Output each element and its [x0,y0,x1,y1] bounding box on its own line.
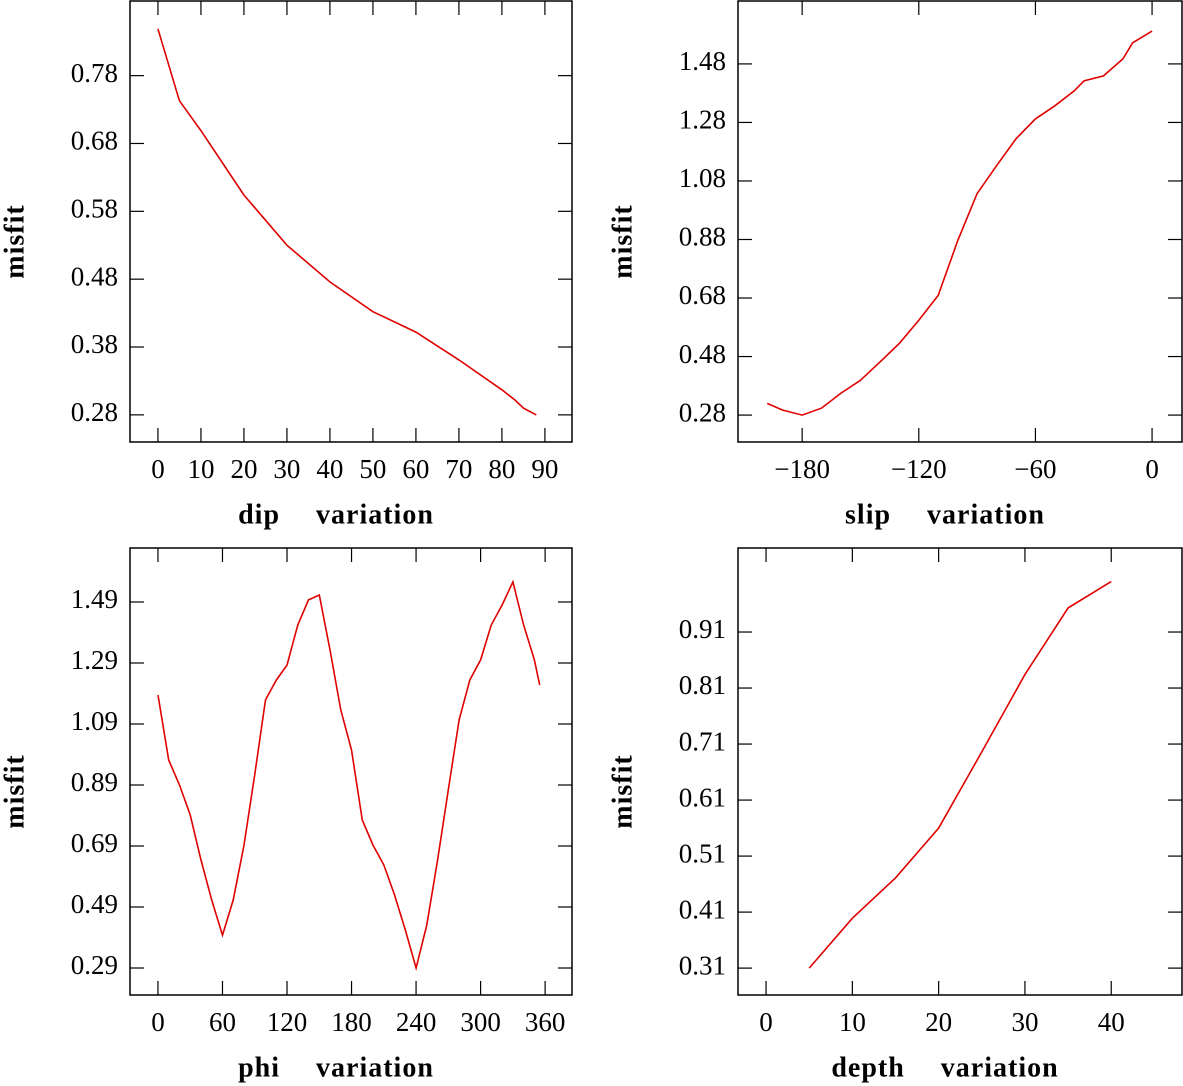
x-tick-label: 40 [1098,1007,1125,1037]
data-line [157,579,541,972]
x-axis-label: depth variation [831,1052,1058,1083]
x-tick-label: 70 [445,454,472,484]
y-tick-label: 0.28 [679,397,726,427]
y-tick-label: 0.68 [71,126,118,156]
x-tick-label: 300 [460,1007,501,1037]
x-tick-label: 0 [759,1007,773,1037]
x-tick-label: −120 [891,454,947,484]
x-axis-label: dip variation [238,499,434,530]
y-tick-label: 0.49 [71,889,118,919]
y-tick-label: 0.41 [679,894,726,924]
y-tick-label: 0.91 [679,614,726,644]
x-tick-label: 20 [230,454,257,484]
y-tick-label: 0.28 [71,397,118,427]
y-axis-label: misfit [0,754,30,828]
x-tick-label: 10 [187,454,214,484]
y-tick-label: 1.28 [679,105,726,135]
plot-frame [129,547,573,996]
x-tick-label: 60 [402,454,429,484]
x-tick-label: 50 [359,454,386,484]
y-tick-label: 0.71 [679,726,726,756]
plot-frame [737,0,1183,443]
y-tick-label: 1.48 [679,46,726,76]
y-tick-label: 1.49 [71,584,118,614]
y-tick-label: 1.08 [679,163,726,193]
x-tick-label: 30 [273,454,300,484]
x-tick-label: −180 [774,454,830,484]
y-tick-label: 0.48 [71,261,118,291]
x-tick-label: 10 [839,1007,866,1037]
x-tick-label: 0 [151,1007,165,1037]
y-tick-label: 1.29 [71,645,118,675]
x-tick-label: 40 [316,454,343,484]
y-tick-label: 0.51 [679,838,726,868]
plot-frame [129,0,573,443]
y-tick-label: 0.69 [71,828,118,858]
data-line [808,580,1112,969]
y-tick-label: 0.38 [71,329,118,359]
plot-frame [737,547,1183,996]
y-tick-label: 0.58 [71,194,118,224]
x-tick-label: −60 [1014,454,1056,484]
y-tick-label: 1.09 [71,706,118,736]
x-tick-label: 0 [1145,454,1159,484]
data-line [157,28,537,416]
y-axis-label: misfit [607,204,638,278]
y-tick-label: 0.61 [679,782,726,812]
x-axis-label: phi variation [238,1052,434,1083]
x-axis-label: slip variation [845,499,1045,530]
y-axis-label: misfit [607,754,638,828]
x-tick-label: 30 [1011,1007,1038,1037]
x-tick-label: 360 [525,1007,566,1037]
y-tick-label: 0.29 [71,950,118,980]
y-tick-label: 0.78 [71,58,118,88]
x-tick-label: 20 [925,1007,952,1037]
y-tick-label: 0.89 [71,767,118,797]
x-tick-label: 90 [531,454,558,484]
x-tick-label: 180 [331,1007,372,1037]
x-tick-label: 240 [396,1007,437,1037]
x-tick-label: 60 [209,1007,236,1037]
y-tick-label: 0.81 [679,670,726,700]
x-tick-label: 0 [151,454,165,484]
data-line [766,30,1153,416]
y-tick-label: 0.68 [679,280,726,310]
y-tick-label: 0.48 [679,339,726,369]
x-tick-label: 80 [488,454,515,484]
y-axis-label: misfit [0,204,30,278]
y-tick-label: 0.88 [679,222,726,252]
x-tick-label: 120 [267,1007,308,1037]
y-tick-label: 0.31 [679,950,726,980]
